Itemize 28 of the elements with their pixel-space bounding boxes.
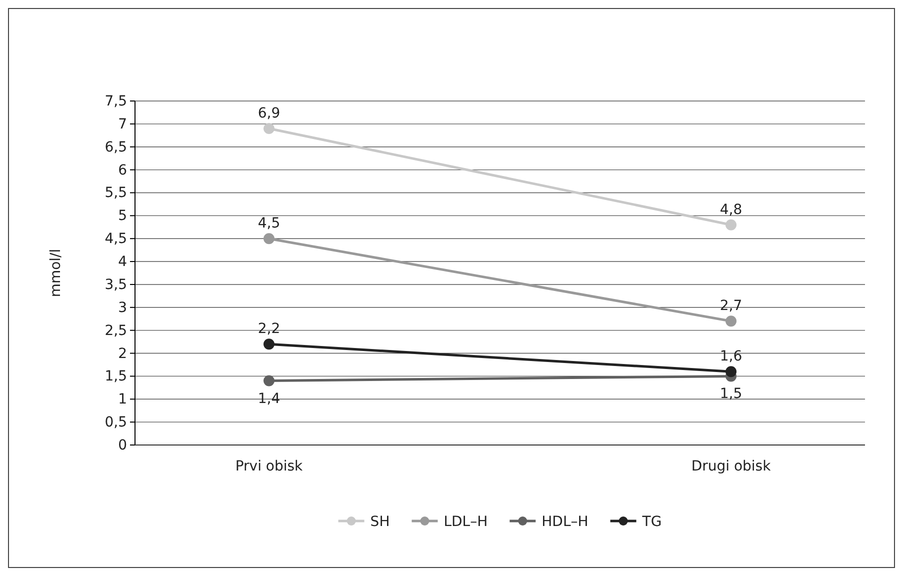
- y-tick-label: 2: [118, 346, 127, 362]
- y-tick-label: 3,5: [104, 276, 127, 293]
- legend-label: HDL–H: [542, 514, 588, 530]
- y-tick-label: 7,5: [104, 93, 127, 110]
- y-tick-label: 2,5: [104, 322, 127, 339]
- y-tick-label: 0: [118, 437, 127, 454]
- y-tick-label: 6: [118, 162, 128, 178]
- y-axis-title: mmol/l: [48, 248, 64, 298]
- y-tick-label: 4: [118, 254, 128, 270]
- y-tick-label: 1,5: [104, 368, 127, 385]
- data-label: 6,9: [258, 106, 280, 122]
- y-tick-label: 4,5: [104, 231, 127, 248]
- y-tick-label: 6,5: [104, 139, 127, 156]
- legend-label: LDL–H: [444, 514, 488, 530]
- y-tick-label: 1: [118, 392, 127, 408]
- data-label: 1,5: [720, 386, 742, 402]
- legend-label: SH: [370, 514, 390, 530]
- y-tick-label: 5: [118, 208, 127, 224]
- data-label: 4,8: [720, 202, 742, 218]
- y-tick-label: 0,5: [104, 414, 127, 431]
- y-tick-label: 3: [118, 300, 127, 316]
- data-label: 4,5: [258, 216, 280, 232]
- x-tick-label: Prvi obisk: [235, 458, 304, 474]
- y-tick-label: 5,5: [104, 185, 127, 202]
- legend-label: TG: [641, 514, 662, 530]
- data-label: 1,6: [720, 348, 742, 365]
- y-tick-label: 7: [118, 116, 127, 132]
- x-tick-label: Drugi obisk: [691, 458, 772, 474]
